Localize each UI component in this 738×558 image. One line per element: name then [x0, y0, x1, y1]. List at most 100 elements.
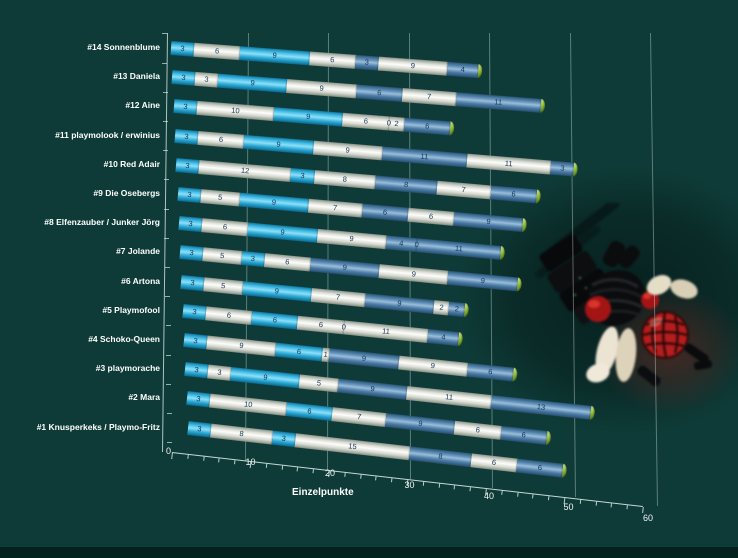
x-axis-tick — [422, 481, 425, 486]
bar-segment: 6 — [296, 315, 345, 335]
y-axis-tick — [163, 150, 169, 152]
bar-segment: 6 — [403, 118, 451, 136]
category-label: #4 Schoko-Queen — [88, 334, 160, 344]
bar-segment-value: 4 — [460, 64, 466, 75]
y-axis-tick — [164, 208, 170, 210]
bar-segment: 9 — [337, 378, 409, 401]
bar-segment-value: 11 — [504, 158, 513, 168]
x-axis-tick — [579, 499, 582, 504]
bar-segment: 8 — [313, 169, 377, 190]
category-label: #5 Playmofool — [102, 304, 160, 315]
bar-segment: 7 — [310, 287, 366, 307]
bar-segment-value: 9 — [410, 61, 416, 71]
bar-segment: 3 — [240, 251, 266, 268]
bar-segment-value: 12 — [240, 165, 250, 176]
bar-segment-value: 9 — [361, 353, 367, 364]
bar-segment: 6 — [355, 84, 404, 103]
bar-segment-value: 9 — [250, 78, 256, 88]
bar-segment: 5 — [299, 374, 340, 393]
x-axis-tick — [626, 505, 629, 510]
bar-segment-value: 11 — [420, 151, 429, 161]
bar-segment: 6 — [516, 458, 564, 478]
bar-segment: 4 — [446, 61, 479, 79]
x-axis-tick — [187, 454, 189, 459]
bar-segment: 9 — [206, 335, 277, 357]
category-label: #8 Elfenzauber / Junker Jörg — [44, 217, 160, 228]
bar-segment: 3 — [180, 274, 206, 291]
y-axis-tick — [162, 91, 168, 93]
bar-segment-value: 3 — [194, 365, 200, 375]
bar-segment: 3 — [290, 167, 315, 184]
x-axis-tick — [281, 465, 283, 470]
bar-segment-value: 3 — [187, 219, 193, 229]
bar-segment-value: 3 — [280, 433, 287, 443]
bar-segment-value: 3 — [217, 367, 223, 378]
y-axis-tick — [166, 442, 172, 444]
bar-segment: 3 — [179, 245, 204, 262]
bar-segment-value: 5 — [217, 192, 223, 202]
y-axis-tick — [165, 296, 171, 298]
category-label: #7 Jolande — [116, 246, 160, 257]
bar-segment: 12 — [198, 159, 292, 182]
bar-segment: 3 — [184, 362, 210, 379]
bar-segment-value: 7 — [335, 291, 342, 302]
bar-segment-value: 15 — [347, 440, 358, 451]
bar-segment: 9 — [230, 367, 301, 389]
bar-segment-value: 3 — [186, 189, 192, 200]
bar-segment-value: 11 — [494, 97, 503, 107]
bar-segment-value: 3 — [196, 423, 203, 434]
bar-segment: 3 — [174, 128, 199, 145]
bar-segment: 3 — [187, 420, 212, 438]
bar-segment: 15 — [294, 432, 411, 460]
bar-segment-value: 9 — [397, 298, 403, 308]
bar-segment: 6 — [275, 342, 323, 362]
y-axis-tick — [166, 383, 172, 385]
bar-segment-value: 8 — [342, 174, 348, 184]
bar-segment-value: 6 — [428, 211, 434, 221]
bar-segment: 5 — [199, 189, 240, 207]
bar-segment-value: 6 — [296, 346, 302, 357]
y-axis-tick — [165, 354, 171, 356]
x-axis-tick — [469, 487, 472, 492]
bar-segment: 3 — [170, 41, 195, 57]
y-axis-tick — [163, 121, 169, 122]
bar-segment: 6 — [250, 310, 299, 330]
bar-segment: 3 — [171, 70, 196, 86]
x-axis-tick — [595, 501, 597, 506]
y-axis-tick — [162, 33, 167, 35]
bar-segment-value: 3 — [182, 102, 188, 112]
bar-segment-value: 6 — [318, 319, 324, 330]
x-axis-tick — [312, 469, 315, 474]
bar-segment: 7 — [331, 407, 387, 428]
bar-segment: 2 — [448, 301, 466, 317]
bar-segment-value: 3 — [364, 57, 370, 67]
bar-segment: 6 — [263, 253, 312, 272]
bar-segment-value: 3 — [183, 131, 189, 141]
bar-segment-value: 3 — [559, 163, 565, 173]
bar-row: 3 10 9 6 0 2 6 — [173, 99, 455, 137]
bar-segment-value: 6 — [491, 457, 497, 467]
bar-segment-value: 9 — [485, 216, 491, 227]
bar-segment-value: 5 — [221, 280, 227, 290]
bar-segment-value: 9 — [430, 360, 436, 371]
bar-segment: 3 — [183, 333, 208, 350]
bar-segment: 9 — [239, 46, 310, 66]
x-axis-tick — [642, 506, 644, 514]
bar-segment: 3 — [550, 160, 575, 177]
bar-segment-value: 9 — [411, 269, 417, 280]
bar-segment-value: 6 — [284, 257, 290, 267]
bar-segment: 9 — [217, 73, 288, 94]
bar-segment-value: 11 — [445, 392, 454, 403]
bar-segment-value: 9 — [274, 285, 280, 296]
x-axis-tick-label: 30 — [404, 479, 415, 490]
bar-segment-value: 9 — [263, 372, 269, 383]
bar-segment-value: 9 — [370, 384, 376, 394]
bar-segment-value: 7 — [332, 203, 338, 213]
x-axis-title: Einzelpunkte — [292, 487, 354, 498]
bar-segment: 9 — [377, 56, 448, 76]
bar-segment: 6 — [197, 130, 245, 149]
bar-segment-value: 6 — [537, 462, 543, 472]
bar-segment: 9 — [384, 413, 456, 436]
bar-segment: 5 — [202, 247, 243, 266]
bar-segment: 6 — [308, 51, 356, 69]
